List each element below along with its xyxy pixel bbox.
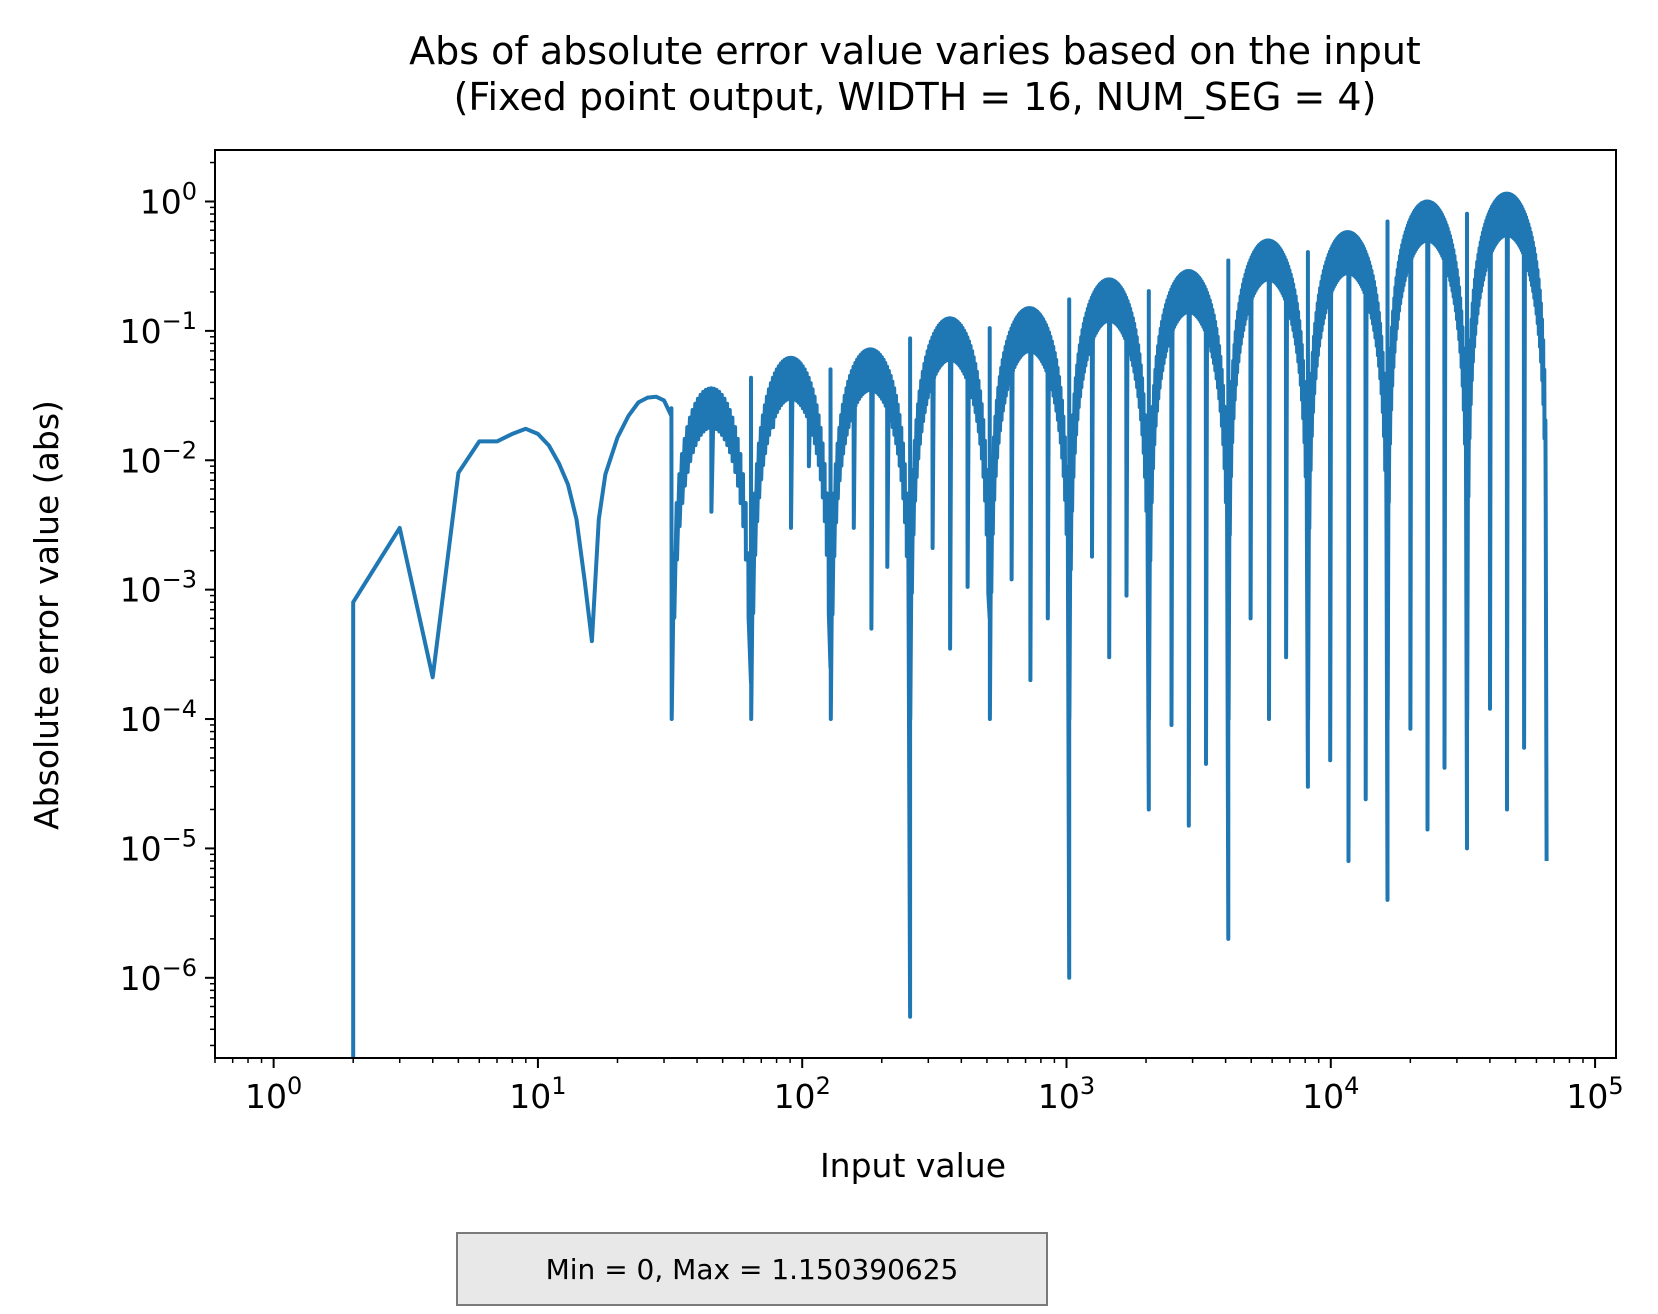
y-tick-label: 10−1 [120, 307, 197, 351]
min-max-annotation: Min = 0, Max = 1.150390625 [456, 1232, 1048, 1306]
y-tick-label: 10−4 [120, 695, 197, 739]
x-tick-label: 101 [509, 1072, 566, 1116]
plot-area [351, 191, 1549, 1058]
x-tick-label: 102 [774, 1072, 831, 1116]
chart-title-line1: Abs of absolute error value varies based… [409, 29, 1421, 73]
plot-frame [214, 149, 1617, 1059]
min-max-text: Min = 0, Max = 1.150390625 [545, 1252, 959, 1286]
y-tick-label: 10−5 [120, 824, 197, 868]
chart-title-line2: (Fixed point output, WIDTH = 16, NUM_SEG… [454, 75, 1377, 119]
y-axis-label: Absolute error value (abs) [27, 400, 66, 830]
x-axis-label: Input value [820, 1146, 1006, 1185]
x-tick-label: 105 [1566, 1072, 1623, 1116]
y-tick-label: 10−3 [120, 566, 197, 610]
x-tick-label: 103 [1038, 1072, 1095, 1116]
error-series-line [351, 191, 1549, 1058]
x-tick-label: 100 [245, 1072, 302, 1116]
y-tick-label: 10−2 [120, 436, 197, 480]
x-tick-label: 104 [1302, 1072, 1359, 1116]
y-tick-label: 100 [140, 177, 197, 221]
y-tick-label: 10−6 [120, 954, 197, 998]
